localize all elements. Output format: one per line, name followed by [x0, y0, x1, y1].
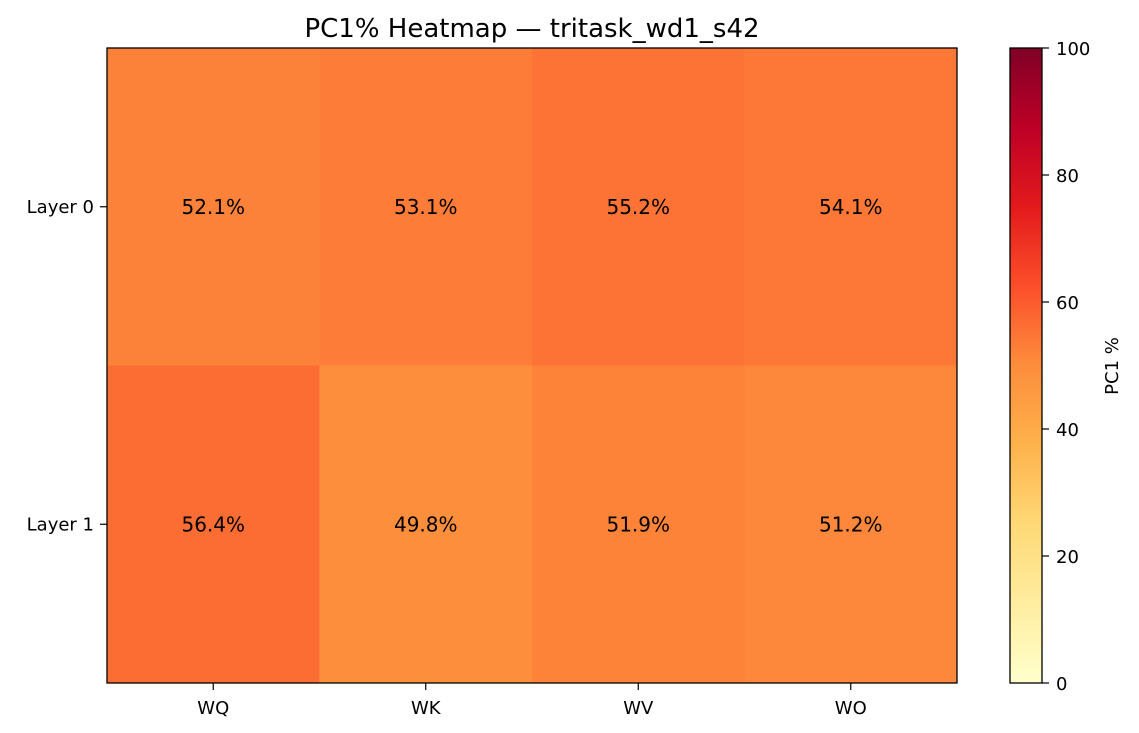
heatmap-cell — [107, 365, 320, 684]
colorbar-axis: 0 20 40 60 80 100 — [1042, 39, 1090, 695]
y-axis: Layer 0 Layer 1 — [27, 197, 107, 535]
x-tick-label: WK — [411, 698, 442, 719]
heatmap-cell — [107, 48, 320, 366]
heatmap-cell — [532, 365, 745, 684]
cell-value-label: 56.4% — [181, 512, 245, 536]
cell-value-label: 54.1% — [819, 195, 883, 219]
colorbar-tick-label: 60 — [1056, 293, 1079, 314]
colorbar-label: PC1 % — [1102, 337, 1123, 395]
colorbar — [1009, 47, 1043, 684]
y-tick-label: Layer 1 — [27, 514, 94, 535]
heatmap-cell — [532, 48, 745, 366]
y-tick-label: Layer 0 — [27, 197, 94, 218]
colorbar-tick-label: 20 — [1056, 547, 1079, 568]
plot-frame — [106, 47, 958, 684]
heatmap-cell — [319, 48, 533, 366]
colorbar-tick-label: 0 — [1056, 674, 1067, 695]
colorbar-tick-label: 80 — [1056, 166, 1079, 187]
cell-value-label: 51.9% — [606, 512, 670, 536]
heatmap-cell — [744, 48, 958, 366]
heatmap-cells — [107, 48, 958, 684]
x-axis: WQ WK WV WO — [197, 683, 867, 719]
colorbar-tick-label: 100 — [1056, 39, 1090, 60]
cell-value-label: 55.2% — [606, 195, 670, 219]
x-tick-label: WO — [835, 698, 867, 719]
x-tick-label: WV — [623, 698, 654, 719]
cell-value-label: 53.1% — [394, 195, 458, 219]
colorbar-tick-label: 40 — [1056, 420, 1079, 441]
heatmap-cell — [319, 365, 533, 684]
heatmap-cell-labels: 52.1% 53.1% 55.2% 54.1% 56.4% 49.8% 51.9% 51.2% — [181, 195, 882, 537]
chart-title: PC1% Heatmap — tritask_wd1_s42 — [304, 14, 759, 44]
x-tick-label: WQ — [197, 698, 229, 719]
cell-value-label: 51.2% — [819, 512, 883, 536]
cell-value-label: 52.1% — [181, 195, 245, 219]
heatmap-cell — [744, 365, 958, 684]
cell-value-label: 49.8% — [394, 512, 458, 536]
